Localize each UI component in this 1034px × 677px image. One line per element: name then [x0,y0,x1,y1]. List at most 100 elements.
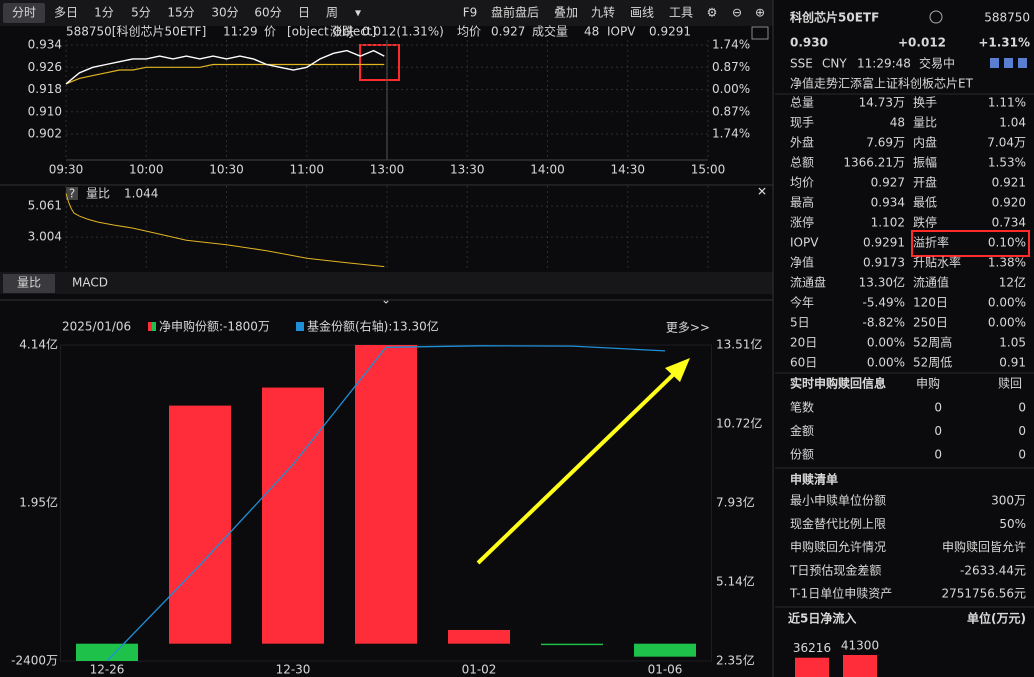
chart-header: 11:29 [223,25,258,39]
row-value: 0 [1018,401,1026,415]
stat-value: 0.00% [867,356,905,370]
row-label: 最小申赎单位份额 [790,493,886,508]
nav-tab[interactable]: 净值走势 [790,76,838,91]
stat-value: 1.11% [988,96,1026,110]
stat-label: 最高 [790,195,814,210]
mini-bar [795,657,829,677]
row-value: 申购赎回皆允许 [942,539,1026,554]
stat-label: 内盘 [913,135,937,150]
close-icon[interactable]: ✕ [757,185,767,199]
timeframe-tab[interactable]: 30分 [211,6,238,20]
y-tick-label: 0.934 [28,38,62,52]
timeframe-tab[interactable]: 15分 [167,6,194,20]
stat-value: 0.00% [988,316,1026,330]
highlight-box [911,230,1030,257]
row-value: 0 [934,448,942,462]
tabbar-bg [0,272,773,294]
indicator-tab[interactable]: MACD [72,276,108,290]
tool-button[interactable]: 盘前盘后 [491,5,539,20]
stat-label: 60日 [790,356,817,370]
indicator-label: 量比 [86,187,110,201]
stat-label: 120日 [913,296,948,310]
stat-label: 溢折率 [913,235,949,250]
chart-header: 价 [264,25,276,39]
tool-icon[interactable] [990,58,999,68]
stat-value: -5.49% [863,296,905,310]
bar [541,643,603,646]
quote-meta: 11:29:48 [857,57,911,71]
timeframe-tab[interactable]: 5分 [131,6,151,20]
tool-button[interactable]: 画线 [630,6,654,20]
wp-icon[interactable] [751,26,769,40]
row-label: 笔数 [790,400,814,415]
row-value: 0 [1018,448,1026,462]
tool-button[interactable]: 叠加 [554,6,578,20]
more-link[interactable]: 更多>> [666,321,710,335]
bar [355,345,417,644]
tool-button[interactable]: F9 [463,6,478,20]
tool-button[interactable]: 工具 [669,6,693,20]
tool-icon[interactable] [1018,58,1027,68]
chart-header: 涨跌 [330,24,354,39]
timeframe-tab[interactable]: 多日 [54,6,78,20]
stat-label: 流通值 [913,275,949,290]
stat-label: 250日 [913,316,948,330]
zoom-out-icon[interactable]: ⊖ [732,6,742,20]
settings-icon[interactable]: ⚙ [707,6,718,20]
column-header: 赎回 [998,377,1022,391]
collapse-icon[interactable]: ⌄ [381,293,391,307]
x-tick-label: 14:30 [610,163,645,177]
column-header: 申购 [916,376,940,391]
indicator-tab[interactable]: 量比 [17,276,41,290]
timeframe-tab[interactable]: 1分 [94,6,114,20]
y-tick-label: -2400万 [11,654,58,668]
chart-header: [object Object] [287,25,376,39]
mini-bar [843,655,877,677]
row-value: -2633.44元 [960,563,1026,577]
timeframe-tab[interactable]: 60分 [254,6,281,20]
timeframe-tab[interactable]: 日 [298,6,310,20]
legend-swatch [152,322,156,331]
y-tick-label: 0.926 [28,60,62,74]
help-icon[interactable]: ? [69,187,75,201]
x-tick-label: 13:00 [370,163,405,177]
dropdown-icon[interactable]: ▾ [355,6,361,20]
stat-value: 14.73万 [859,96,905,110]
row-label: T日预估现金差额 [789,562,881,577]
stat-value: 1.38% [988,256,1026,270]
x-tick-label: 12-26 [90,663,125,677]
bar [169,405,231,644]
y-tick-label: 3.004 [28,230,62,244]
stat-label: 均价 [790,176,814,190]
tool-icon[interactable] [1004,58,1013,68]
stat-label: 现手 [790,116,814,130]
row-value: 0 [934,424,942,438]
share-line [106,345,666,662]
stat-value: 0.734 [992,216,1026,230]
chart-header: IOPV [607,25,636,39]
timeframe-tab[interactable]: 周 [326,6,338,20]
unit-label: 单位(万元) [967,611,1026,626]
stat-label: 涨停 [790,215,814,230]
timeframe-tab[interactable]: 分时 [12,6,36,20]
quote-meta: SSE [790,57,813,71]
stat-value: 7.69万 [866,136,905,150]
y2-tick-label: 2.35亿 [716,653,755,668]
indicator-value: 1.044 [124,187,158,201]
mini-bar-label: 41300 [841,639,879,653]
row-value: 300万 [991,494,1026,508]
security-name: 科创芯片50ETF [790,10,879,25]
stat-value: 0.9291 [863,236,905,250]
chart-header: 均价 [457,25,481,39]
x-tick-label: 10:30 [209,163,244,177]
tool-button[interactable]: 九转 [591,5,615,20]
y-tick-label: 1.95亿 [19,495,58,510]
stat-label: 开盘 [913,175,937,190]
stat-value: 1.102 [871,216,905,230]
stat-value: 0.927 [871,176,905,190]
info-icon[interactable] [929,10,943,24]
zoom-in-icon[interactable]: ⊕ [755,6,765,20]
fund-name[interactable]: 汇添富上证科创板芯片ET [838,76,974,91]
stat-label: 振幅 [913,155,937,170]
y-tick-label: 5.061 [28,199,62,213]
